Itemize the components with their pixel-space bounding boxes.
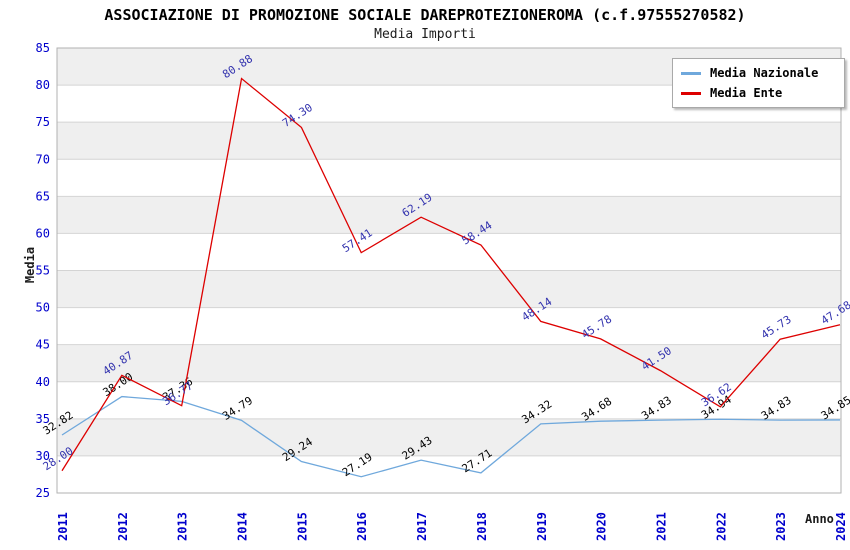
series-line-media-ente — [61, 77, 841, 472]
y-tick-label: 70 — [36, 152, 50, 166]
x-tick-label: 2016 — [355, 512, 369, 541]
x-tick-label: 2024 — [834, 512, 848, 541]
plot-band — [57, 344, 841, 382]
x-tick-label: 2011 — [56, 512, 70, 541]
data-label: 34.83 — [639, 394, 674, 423]
plot-band — [57, 122, 841, 160]
x-tick-label: 2019 — [535, 512, 549, 541]
plot-band — [57, 196, 841, 234]
line-swatch-lightblue-icon — [681, 71, 701, 75]
plot-band — [57, 270, 841, 308]
x-axis-title: Anno — [805, 512, 834, 526]
x-tick-label: 2021 — [654, 512, 668, 541]
legend: Media Nazionale Media Ente — [672, 58, 845, 108]
legend-label: Media Nazionale — [710, 66, 819, 80]
chart-title: ASSOCIAZIONE DI PROMOZIONE SOCIALE DAREP… — [104, 6, 746, 24]
x-tick-label: 2017 — [415, 512, 429, 541]
y-tick-label: 35 — [36, 412, 50, 426]
y-tick-label: 75 — [36, 115, 50, 129]
x-tick-label: 2013 — [176, 512, 190, 541]
y-tick-label: 50 — [36, 301, 50, 315]
line-swatch-red-icon — [681, 91, 701, 95]
data-label: 34.85 — [819, 394, 850, 423]
chart-subtitle: Media Importi — [374, 27, 476, 42]
legend-entry-media-nazionale: Media Nazionale — [681, 67, 836, 79]
data-label: 34.83 — [759, 394, 794, 423]
y-tick-label: 25 — [36, 486, 50, 500]
plot-band — [57, 418, 841, 456]
y-tick-label: 45 — [36, 338, 50, 352]
y-tick-label: 65 — [36, 189, 50, 203]
x-tick-label: 2014 — [236, 512, 250, 541]
y-axis-title: Media — [23, 246, 37, 284]
legend-label: Media Ente — [710, 86, 783, 100]
x-tick-label: 2022 — [714, 512, 728, 541]
y-tick-label: 40 — [36, 375, 50, 389]
y-tick-label: 85 — [36, 41, 50, 55]
x-tick-label: 2023 — [774, 512, 788, 541]
y-tick-label: 60 — [36, 226, 50, 240]
x-tick-label: 2015 — [295, 512, 309, 541]
y-tick-label: 55 — [36, 264, 50, 278]
legend-entry-media-ente: Media Ente — [681, 87, 836, 99]
series-line-media-nazionale — [61, 395, 841, 478]
y-tick-label: 80 — [36, 78, 50, 92]
plot-border — [56, 47, 842, 494]
y-tick-label: 30 — [36, 449, 50, 463]
x-tick-label: 2020 — [595, 512, 609, 541]
x-tick-label: 2018 — [475, 512, 489, 541]
x-tick-label: 2012 — [116, 512, 130, 541]
